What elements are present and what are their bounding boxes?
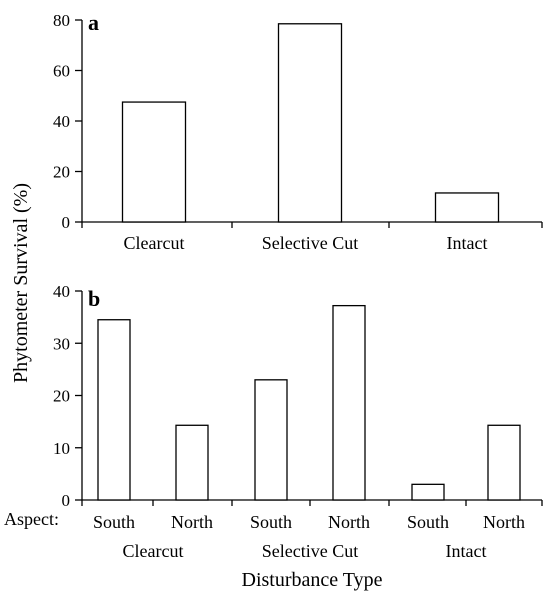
bar-b-3-south: [254, 379, 288, 501]
panel-a-y-tick-label: 20: [53, 163, 70, 182]
aspect-label: Aspect:: [4, 509, 59, 529]
panel-a-label: a: [88, 10, 99, 35]
panel-b-bars: [97, 304, 521, 501]
panel-b-category-label: North: [483, 512, 525, 532]
panel-b-group-labels: Clearcut Selective Cut Intact: [123, 541, 487, 561]
panel-b-category-label: South: [250, 512, 292, 532]
panel-a-bars: [121, 23, 500, 223]
panel-b: b 0 10 20 30 40 Aspect: South North South North…: [4, 282, 543, 561]
panel-a-category-labels: Clearcut Selective Cut Intact: [81, 222, 543, 253]
panel-b-y-tick-label: 20: [53, 387, 70, 406]
panel-b-category-label: North: [171, 512, 213, 532]
group-label-selective-cut: Selective Cut: [262, 541, 358, 561]
bar-b-4-north: [332, 304, 366, 501]
panel-a-y-tick-label: 0: [62, 213, 71, 232]
panel-a-y-tick-label: 40: [53, 112, 70, 131]
group-label-intact: Intact: [446, 541, 487, 561]
panel-b-category-label: South: [93, 512, 135, 532]
panel-b-aspect-labels: South North South North South North: [81, 500, 543, 532]
panel-a-category-label: Intact: [447, 233, 488, 253]
panel-a-y-tick-label: 80: [53, 11, 70, 30]
bar-b-2-north: [175, 424, 209, 501]
bar-a-1-clearcut: [121, 101, 187, 223]
bar-b-5-south: [411, 483, 445, 501]
group-label-clearcut: Clearcut: [123, 541, 184, 561]
panel-a-y-tick-label: 60: [53, 62, 70, 81]
bar-b-1-south: [97, 319, 131, 501]
panel-b-y-tick-label: 10: [53, 439, 70, 458]
panel-b-y-ticks: 0 10 20 30 40: [53, 282, 82, 510]
bar-a-3-intact: [434, 192, 500, 223]
panel-b-category-label: North: [328, 512, 370, 532]
panel-a-category-label: Selective Cut: [262, 233, 358, 253]
x-axis-title: Disturbance Type: [242, 569, 383, 591]
panel-b-category-label: South: [407, 512, 449, 532]
bar-b-6-north: [487, 424, 521, 501]
panel-b-y-tick-label: 30: [53, 334, 70, 353]
panel-b-y-tick-label: 40: [53, 282, 70, 301]
panel-a: a 0 20 40 60 80 Clearcut Selective Cut Intact: [53, 10, 543, 253]
bar-a-2-selective-cut: [277, 23, 343, 223]
panel-b-y-tick-label: 0: [62, 491, 71, 510]
panel-a-category-label: Clearcut: [124, 233, 185, 253]
panel-b-label: b: [88, 286, 100, 311]
panel-a-y-ticks: 0 20 40 60 80: [53, 11, 82, 232]
y-axis-title: Phytometer Survival (%): [10, 183, 32, 383]
